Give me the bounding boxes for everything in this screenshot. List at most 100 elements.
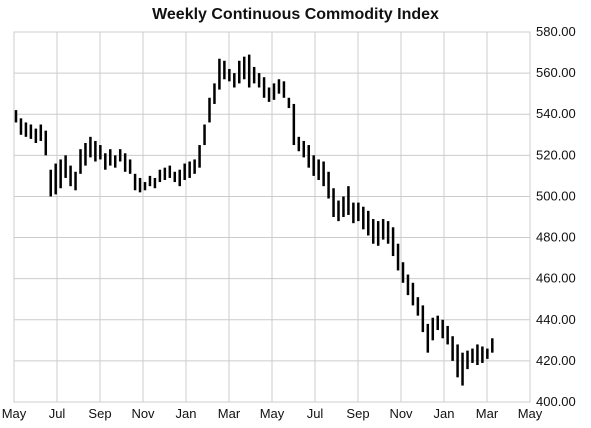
price-bar [411, 282, 415, 306]
price-bar [352, 202, 355, 224]
price-bar [252, 66, 256, 84]
price-bar [193, 159, 196, 174]
y-tick-label: 440.00 [536, 312, 576, 327]
price-bar [257, 73, 261, 88]
price-bar [347, 186, 350, 215]
price-bar [461, 352, 464, 386]
price-bar [178, 169, 181, 187]
price-bar [19, 118, 23, 135]
x-tick-label: Jan [176, 406, 197, 421]
y-tick-label: 480.00 [536, 230, 576, 245]
price-bar [89, 136, 92, 158]
x-tick-label: Jul [49, 406, 66, 421]
price-bar [441, 319, 444, 339]
price-bar [218, 58, 221, 90]
price-bar [312, 155, 315, 176]
y-tick-label: 500.00 [536, 188, 576, 203]
price-bar [54, 163, 57, 195]
price-bar [446, 325, 449, 345]
price-bar [431, 317, 435, 341]
x-tick-label: Sep [346, 406, 369, 421]
price-bar [94, 140, 97, 162]
y-tick-label: 540.00 [536, 106, 576, 121]
x-tick-label: Nov [131, 406, 155, 421]
price-bar [228, 69, 231, 82]
price-bar [242, 56, 246, 80]
price-bar [357, 202, 360, 222]
price-bar [153, 177, 157, 189]
y-tick-label: 420.00 [536, 353, 576, 368]
x-tick-label: Nov [389, 406, 413, 421]
price-bar [376, 221, 380, 246]
price-bar [466, 350, 469, 370]
price-bar [128, 159, 132, 174]
price-bar [406, 274, 410, 296]
price-bar [34, 128, 38, 143]
price-bar [99, 145, 102, 160]
price-bar [297, 136, 301, 152]
price-bar [476, 344, 479, 365]
price-bar [386, 221, 390, 244]
price-bar [69, 165, 72, 187]
price-bar [381, 219, 385, 240]
x-tick-label: Mar [476, 406, 499, 421]
price-bar [223, 60, 226, 80]
price-bar [401, 262, 405, 283]
price-bar [138, 177, 142, 193]
price-bar [456, 344, 459, 378]
price-bar [332, 188, 335, 217]
price-bar [84, 143, 87, 166]
price-bar [233, 73, 236, 88]
x-tick-label: May [2, 406, 27, 421]
price-bar [113, 155, 117, 168]
bars-layer [14, 54, 494, 386]
y-tick-labels: 400.00 420.00 440.00 460.00 480.00 500.00 520.… [536, 24, 576, 409]
x-tick-label: Jan [434, 406, 455, 421]
price-bar [168, 165, 172, 178]
price-bar [208, 97, 211, 123]
price-bar [44, 130, 48, 156]
price-bar [451, 336, 454, 361]
price-bar [426, 323, 430, 353]
price-bar [371, 219, 375, 244]
price-bar [322, 161, 325, 187]
x-tick-label: May [518, 406, 543, 421]
price-bar [317, 159, 320, 180]
chart-title: Weekly Continuous Commodity Index [152, 6, 439, 23]
price-bar [39, 124, 43, 141]
price-bar [262, 77, 266, 98]
price-bar [173, 171, 177, 183]
price-bar [362, 206, 365, 230]
price-bar [491, 338, 494, 353]
price-bar [238, 60, 241, 84]
price-bar [396, 243, 400, 271]
price-bar [79, 149, 82, 174]
price-bar [188, 161, 191, 178]
price-bar [59, 159, 62, 189]
y-tick-label: 560.00 [536, 65, 576, 80]
price-bar [29, 124, 33, 139]
price-bar [416, 297, 420, 316]
price-bar [307, 145, 310, 168]
y-tick-label: 460.00 [536, 271, 576, 286]
price-bar [118, 149, 122, 162]
price-bar [481, 346, 484, 363]
x-tick-label: Sep [88, 406, 111, 421]
x-tick-label: Mar [218, 406, 241, 421]
price-bar [213, 83, 216, 104]
price-bar [123, 153, 127, 172]
price-bar [203, 124, 206, 146]
price-bar [282, 81, 286, 98]
price-bar [109, 149, 112, 166]
price-bar [74, 171, 77, 191]
price-bar [183, 163, 186, 180]
x-tick-label: Jul [307, 406, 324, 421]
y-tick-label: 520.00 [536, 147, 576, 162]
price-bar [247, 54, 251, 88]
price-bar [327, 171, 330, 199]
x-tick-labels: May Jul Sep Nov Jan Mar May Jul Sep Nov Jan Mar May [2, 406, 543, 421]
price-bar [367, 210, 370, 236]
price-bar [24, 122, 28, 137]
price-bar [391, 227, 395, 257]
